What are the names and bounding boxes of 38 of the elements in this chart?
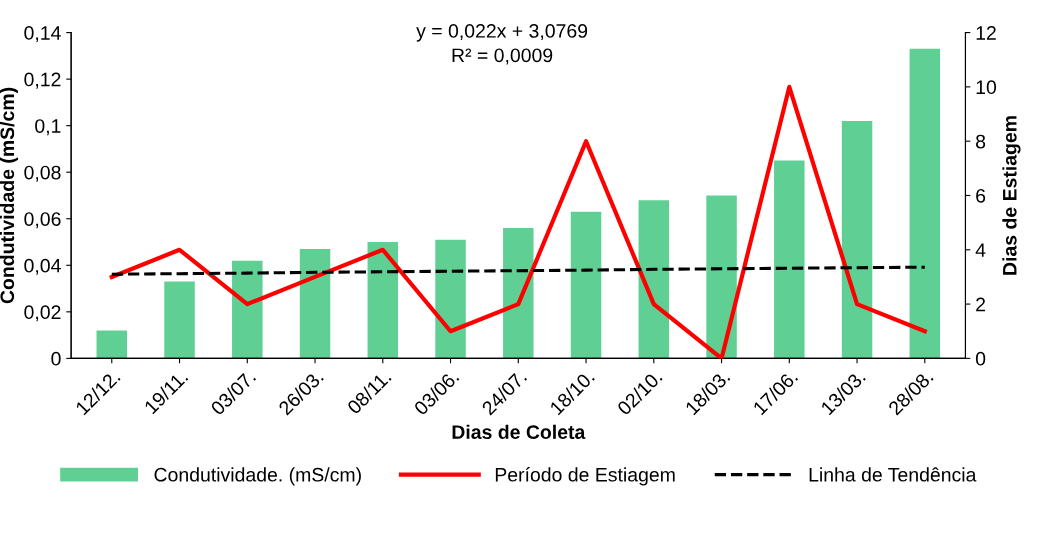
bar	[570, 211, 602, 359]
y-axis-title: Condutividade (mS/cm)	[0, 87, 19, 304]
bar	[638, 200, 670, 359]
bar	[909, 48, 941, 359]
y-tick-label: 0,06	[24, 212, 61, 229]
y2-tick-label: 8	[976, 134, 986, 149]
legend-label: Período de Estiagem	[495, 467, 675, 486]
bar	[841, 121, 873, 359]
bar	[96, 330, 128, 359]
line-series	[109, 84, 927, 359]
bar	[503, 228, 534, 359]
annotation: y = 0,022x + 3,0769	[416, 24, 588, 42]
legend-label: Condutividade. (mS/cm)	[154, 467, 361, 486]
y-tick-label: 0,08	[24, 165, 61, 182]
x-axis-title: Dias de Coleta	[452, 424, 586, 439]
annotation: R² = 0,0009	[452, 48, 553, 65]
y-tick-label: 0,1	[35, 119, 61, 136]
bar	[232, 260, 263, 359]
bar	[367, 242, 399, 359]
y-tick-label: 0,12	[24, 72, 61, 89]
line-series	[110, 265, 927, 276]
y2-tick-label: 4	[975, 243, 986, 257]
bar	[706, 195, 737, 359]
y-tick-label: 0,04	[24, 258, 61, 275]
y2-tick-label: 2	[976, 297, 986, 312]
y-tick-label: 0	[51, 351, 61, 366]
y2-tick-label: 12	[976, 26, 996, 40]
bar	[774, 160, 805, 359]
y2-axis-title: Dias de Estiagem	[1002, 116, 1021, 275]
y2-tick-label: 6	[976, 188, 986, 203]
bar	[299, 249, 331, 359]
y2-tick-label: 0	[975, 351, 986, 366]
bar	[435, 239, 466, 359]
bar	[164, 281, 195, 359]
legend-label: Linha de Tendência	[809, 467, 977, 482]
y-tick-label: 0,14	[24, 26, 61, 43]
y2-tick-label: 10	[976, 80, 997, 95]
y-tick-label: 0,02	[24, 305, 61, 322]
